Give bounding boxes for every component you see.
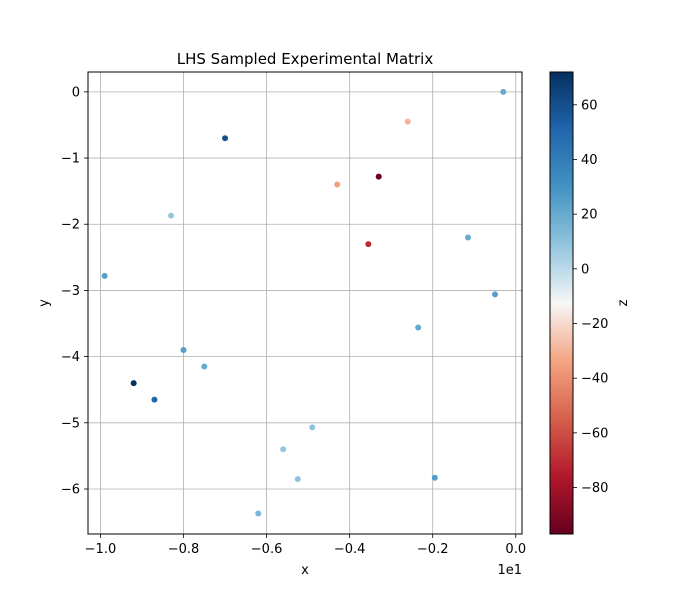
data-point bbox=[101, 272, 108, 279]
data-point bbox=[294, 476, 301, 483]
y-tick-label: 0 bbox=[72, 85, 80, 100]
x-tick-label: −0.6 bbox=[251, 542, 283, 557]
x-axis-label: x bbox=[301, 563, 309, 578]
colorbar: 60 40 20 0 −20 −40 −60 −80 z bbox=[549, 71, 631, 535]
plot-frame bbox=[87, 71, 523, 535]
y-tick-label: −6 bbox=[61, 482, 80, 497]
colorbar-tick-label: 60 bbox=[581, 98, 598, 113]
colorbar-tick-label: 20 bbox=[581, 208, 598, 223]
colorbar-ticks: 60 40 20 0 −20 −40 −60 −80 bbox=[573, 98, 608, 496]
x-tick-label: −0.2 bbox=[417, 542, 449, 557]
colorbar-tick-label: −80 bbox=[581, 481, 608, 496]
colorbar-tick-label: −60 bbox=[581, 426, 608, 441]
data-point bbox=[255, 510, 262, 517]
data-point bbox=[492, 291, 499, 298]
data-point bbox=[309, 424, 316, 431]
data-point bbox=[222, 135, 229, 142]
data-points bbox=[101, 88, 507, 517]
data-point bbox=[201, 363, 208, 370]
data-point bbox=[500, 88, 507, 95]
colorbar-tick-label: 0 bbox=[581, 262, 589, 277]
data-point bbox=[130, 380, 137, 387]
data-point bbox=[431, 474, 438, 481]
grid-lines bbox=[88, 72, 522, 534]
colorbar-tick-label: −40 bbox=[581, 372, 608, 387]
colorbar-gradient bbox=[549, 71, 574, 535]
data-point bbox=[151, 396, 158, 403]
data-point bbox=[415, 324, 422, 331]
data-point bbox=[280, 446, 287, 453]
y-axis-ticks: 0 −1 −2 −3 −4 −5 −6 bbox=[61, 85, 88, 497]
data-point bbox=[180, 346, 187, 353]
data-point bbox=[168, 212, 175, 219]
data-point bbox=[334, 181, 341, 188]
data-point bbox=[365, 241, 372, 248]
y-tick-label: −3 bbox=[61, 284, 80, 299]
x-axis-ticks: −1.0 −0.8 −0.6 −0.4 −0.2 0.0 bbox=[85, 534, 526, 557]
x-tick-label: 0.0 bbox=[505, 542, 526, 557]
x-axis-offset-label: 1e1 bbox=[497, 563, 522, 578]
y-tick-label: −4 bbox=[61, 350, 80, 365]
colorbar-tick-label: −20 bbox=[581, 317, 608, 332]
x-tick-label: −0.4 bbox=[334, 542, 366, 557]
plot-area: −1.0 −0.8 −0.6 −0.4 −0.2 0.0 0 −1 −2 −3 −4 −5 −6 bbox=[61, 71, 526, 557]
data-point bbox=[404, 118, 411, 125]
colorbar-label: z bbox=[616, 299, 631, 306]
y-tick-label: −2 bbox=[61, 218, 80, 233]
data-point bbox=[375, 173, 382, 180]
y-tick-label: −1 bbox=[61, 152, 80, 167]
x-tick-label: −1.0 bbox=[85, 542, 117, 557]
y-axis-label: y bbox=[37, 299, 52, 307]
y-tick-label: −5 bbox=[61, 416, 80, 431]
data-point bbox=[465, 234, 472, 241]
chart-title: LHS Sampled Experimental Matrix bbox=[177, 50, 434, 68]
x-tick-label: −0.8 bbox=[168, 542, 200, 557]
colorbar-tick-label: 40 bbox=[581, 153, 598, 168]
